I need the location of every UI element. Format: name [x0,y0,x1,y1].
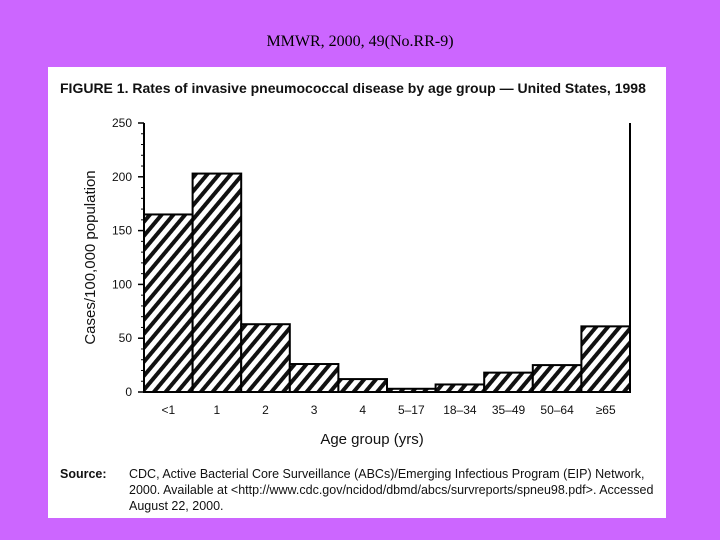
x-tick-label-4: 3 [311,403,318,417]
bar-3 [240,323,291,394]
source-text: CDC, Active Bacterial Core Surveillance … [129,467,654,513]
x-tick-label-10: ≥65 [596,403,616,417]
x-tick-label-5: 4 [359,403,366,417]
x-tick-label-7: 18–34 [443,403,477,417]
x-tick-label-1: <1 [161,403,175,417]
bar-4 [288,363,340,393]
bars-layer [143,172,632,394]
x-tick-label-3: 2 [262,403,269,417]
slide-header: MMWR, 2000, 49(No.RR-9) [266,33,454,50]
bar-1 [143,213,194,393]
source-label: Source: [60,467,107,481]
x-tick-label-6: 5–17 [398,403,425,417]
bar-8 [483,371,534,393]
y-tick-label-50: 50 [119,331,133,345]
axes-layer [138,122,631,393]
bar-7 [434,383,486,393]
bar-10 [580,325,632,394]
y-tick-label-150: 150 [112,224,132,238]
x-tick-label-2: 1 [214,403,221,417]
figure-title: FIGURE 1. Rates of invasive pneumococcal… [60,80,646,96]
x-axis-title: Age group (yrs) [320,431,423,448]
bar-2 [191,172,243,393]
y-axis-title: Cases/100,000 population [82,170,99,344]
figure-panel: 0 50 100 150 200 250 <1 1 2 3 4 5–17 18–34 35–49 50–64… [48,67,666,518]
text-layer: 0 50 100 150 200 250 <1 1 2 3 4 5–17 18–34 35–49 50–64… [82,116,616,448]
chart: 0 50 100 150 200 250 <1 1 2 3 4 5–17 18–34 35–49 50–64… [82,116,632,448]
bar-5 [337,378,388,394]
y-tick-label-250: 250 [112,116,132,130]
x-tick-label-9: 50–64 [540,403,574,417]
y-tick-label-100: 100 [112,277,132,291]
y-tick-label-200: 200 [112,170,132,184]
y-tick-label-0: 0 [125,385,132,399]
bar-9 [531,364,583,394]
x-tick-label-8: 35–49 [492,403,526,417]
